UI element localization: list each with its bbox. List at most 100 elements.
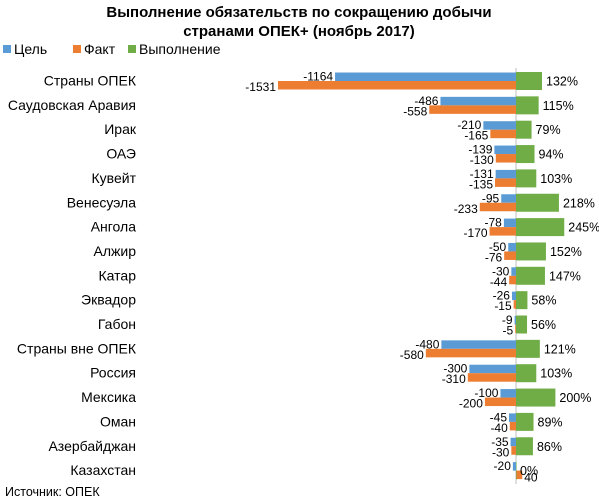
category-row: Катар -30-44 147% — [99, 264, 581, 289]
target-bar — [494, 145, 516, 155]
compliance-value-label: 121% — [544, 342, 576, 356]
compliance-bar — [516, 339, 540, 358]
compliance-bar — [516, 242, 546, 261]
actual-value-label: -558 — [403, 104, 427, 118]
target-bar — [469, 364, 516, 374]
category-label: Венесуэла — [67, 194, 136, 210]
compliance-value-label: 218% — [563, 196, 595, 210]
actual-value-label: -580 — [400, 348, 424, 362]
actual-bar — [495, 178, 516, 187]
category-label: Оман — [100, 413, 136, 429]
category-label: Алжир — [94, 243, 137, 259]
actual-bar — [509, 421, 516, 431]
target-value-label: -20 — [494, 459, 512, 473]
target-value-label: -300 — [443, 362, 467, 376]
legend-label-compliance: Выполнение — [139, 41, 221, 57]
target-value-label: -210 — [457, 118, 481, 132]
category-row: Страны вне ОПЕК -480-580 121% — [17, 337, 576, 362]
compliance-bar — [516, 388, 556, 407]
actual-bar — [516, 470, 523, 480]
actual-bar — [509, 275, 516, 285]
compliance-bar — [516, 96, 539, 115]
actual-value-label: -200 — [459, 397, 483, 411]
compliance-bar — [516, 169, 537, 188]
compliance-value-label: 94% — [539, 148, 564, 162]
actual-bar — [515, 324, 516, 333]
target-bar — [501, 194, 516, 203]
chart-title: Выполнение обязательств по сокращению до… — [106, 4, 491, 40]
category-label: Кувейт — [92, 170, 137, 186]
actual-value-label: -76 — [485, 250, 503, 264]
target-value-label: -1164 — [303, 70, 333, 84]
actual-value-label: -130 — [470, 153, 494, 167]
category-row: Саудовская Аравия -486-558 115% — [8, 94, 574, 119]
category-label: Страны ОПЕК — [44, 73, 137, 89]
compliance-value-label: 147% — [549, 269, 581, 283]
actual-value-label: -1531 — [245, 80, 276, 94]
category-label: Казахстан — [70, 462, 136, 478]
compliance-bar — [516, 412, 534, 431]
legend-label-target: Цель — [14, 41, 47, 57]
actual-bar — [495, 154, 516, 163]
compliance-value-label: 56% — [531, 318, 556, 332]
legend-swatch-actual — [73, 45, 81, 53]
actual-value-label: -135 — [469, 177, 493, 191]
target-value-label: -78 — [485, 216, 503, 230]
chart-title-line-1: Выполнение обязательств по сокращению до… — [106, 4, 491, 21]
compliance-value-label: 115% — [543, 99, 574, 113]
target-bar — [483, 121, 516, 130]
target-bar — [512, 462, 516, 471]
category-row: Габон -9-5 56% — [98, 313, 556, 338]
actual-value-label: -233 — [454, 202, 478, 216]
compliance-value-label: 152% — [550, 245, 582, 259]
actual-bar — [467, 373, 516, 382]
compliance-bar — [516, 218, 565, 237]
category-row: Мексика -100-200 200% — [81, 386, 591, 411]
target-bar — [441, 340, 516, 349]
compliance-bar — [516, 364, 537, 383]
target-bar — [511, 267, 516, 276]
chart-legend: Цель Факт Выполнение — [3, 41, 221, 57]
category-label: Ангола — [91, 219, 137, 235]
compliance-value-label: 58% — [531, 294, 556, 308]
actual-value-label: -15 — [494, 299, 512, 313]
category-row: Оман -45-40 89% — [100, 410, 563, 435]
target-bar — [500, 389, 516, 398]
target-bar — [495, 169, 516, 179]
target-value-label: -30 — [492, 264, 510, 278]
legend-swatch-compliance — [128, 45, 136, 53]
compliance-value-label: 245% — [568, 221, 599, 235]
compliance-value-label: 86% — [537, 440, 562, 454]
legend-label-actual: Факт — [84, 41, 116, 57]
target-bar — [440, 96, 516, 106]
plot-area: Страны ОПЕК -1164 -1531 132% Саудовская Арав… — [8, 68, 599, 485]
category-label: Габон — [98, 316, 136, 332]
category-row: Кувейт -131-135 103% — [92, 167, 573, 192]
category-row: Венесуэла -95 -233 218% — [67, 191, 595, 216]
actual-bar — [278, 81, 516, 90]
compliance-bar — [516, 461, 517, 480]
category-row: Россия -300-310 103% — [90, 362, 572, 387]
target-value-label: -131 — [470, 167, 494, 181]
actual-value-label: -170 — [464, 226, 488, 240]
actual-value-label: -30 — [492, 445, 510, 459]
target-value-label: -50 — [489, 240, 507, 254]
compliance-value-label: 79% — [536, 123, 561, 137]
compliance-bar — [516, 193, 559, 212]
actual-bar — [511, 446, 516, 455]
compliance-value-label: 132% — [546, 75, 578, 89]
compliance-bar — [516, 120, 532, 139]
category-row: Азербайджан -35-30 86% — [48, 435, 562, 460]
target-value-label: -486 — [414, 94, 438, 108]
category-row: Казахстан -20 400% — [70, 459, 538, 485]
chart-title-line-2: странами ОПЕК+ (ноябрь 2017) — [183, 23, 415, 40]
target-value-label: -35 — [491, 435, 509, 449]
compliance-value-label: 200% — [559, 391, 591, 405]
compliance-value-label: 103% — [540, 172, 572, 186]
source-note: Источник: ОПЕК — [5, 485, 100, 499]
category-row: Ирак -210-165 79% — [104, 118, 560, 143]
category-label: ОАЭ — [106, 146, 136, 162]
compliance-bar — [516, 72, 542, 90]
compliance-bar — [516, 315, 528, 334]
